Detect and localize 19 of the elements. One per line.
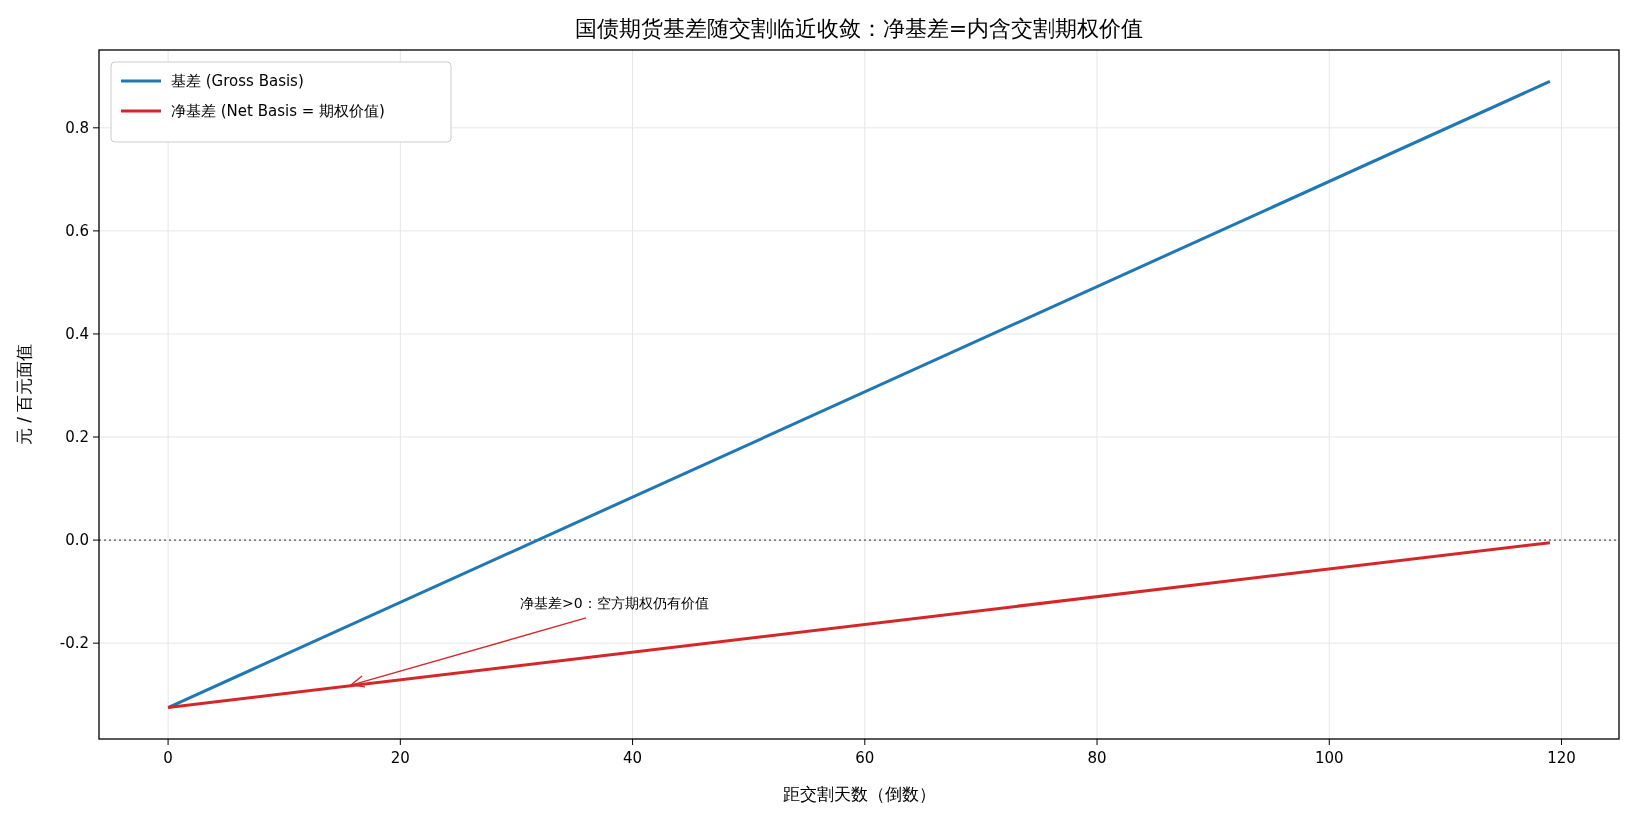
legend-label: 净基差 (Net Basis = 期权价值)	[171, 102, 385, 120]
legend-label: 基差 (Gross Basis)	[171, 72, 304, 90]
x-tick-label: 0	[163, 749, 173, 767]
annotation: 净基差>0：空方期权仍有价值	[520, 594, 709, 611]
y-tick-label: 0.8	[65, 118, 89, 137]
y-tick-label: 0.4	[65, 324, 89, 343]
x-tick-label: 100	[1314, 749, 1344, 767]
y-tick-label: -0.2	[59, 634, 89, 653]
x-tick-label: 20	[390, 749, 410, 767]
y-tick-label: 0.2	[65, 428, 89, 447]
chart-title: 国债期货基差随交割临近收敛：净基差=内含交割期权价值	[574, 16, 1144, 41]
x-tick-label: 40	[623, 749, 643, 767]
x-tick-label: 60	[855, 749, 875, 767]
y-axis-title: 元 / 百元面值	[14, 343, 34, 446]
x-tick-label: 120	[1547, 749, 1576, 767]
y-tick-label: 0.0	[65, 531, 89, 550]
x-tick-label: 80	[1087, 749, 1107, 767]
x-axis-title: 距交割天数（倒数）	[782, 784, 936, 804]
y-tick-label: 0.6	[65, 221, 89, 240]
